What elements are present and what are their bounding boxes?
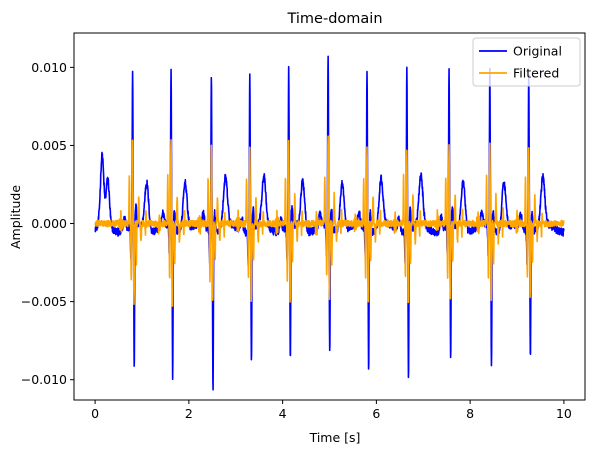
y-tick-label: −0.010 [21,372,67,387]
y-tick-label: 0.005 [31,138,67,153]
chart-title: Time-domain [286,11,382,27]
y-axis-label: Amplitude [8,185,23,249]
y-tick-label: 0.010 [31,60,67,75]
legend: Original Filtered [473,38,580,86]
x-tick-label: 10 [556,406,572,421]
x-tick-label: 6 [372,406,380,421]
y-tick-label: 0.000 [31,216,67,231]
y-tick-label: −0.005 [21,294,67,309]
legend-label-original: Original [513,44,562,59]
x-tick-label: 4 [279,406,287,421]
x-tick-label: 2 [185,406,193,421]
x-tick-label: 8 [466,406,474,421]
series-line-filtered [95,136,564,306]
legend-label-filtered: Filtered [513,66,559,81]
x-axis-label: Time [s] [309,430,361,445]
x-tick-label: 0 [91,406,99,421]
